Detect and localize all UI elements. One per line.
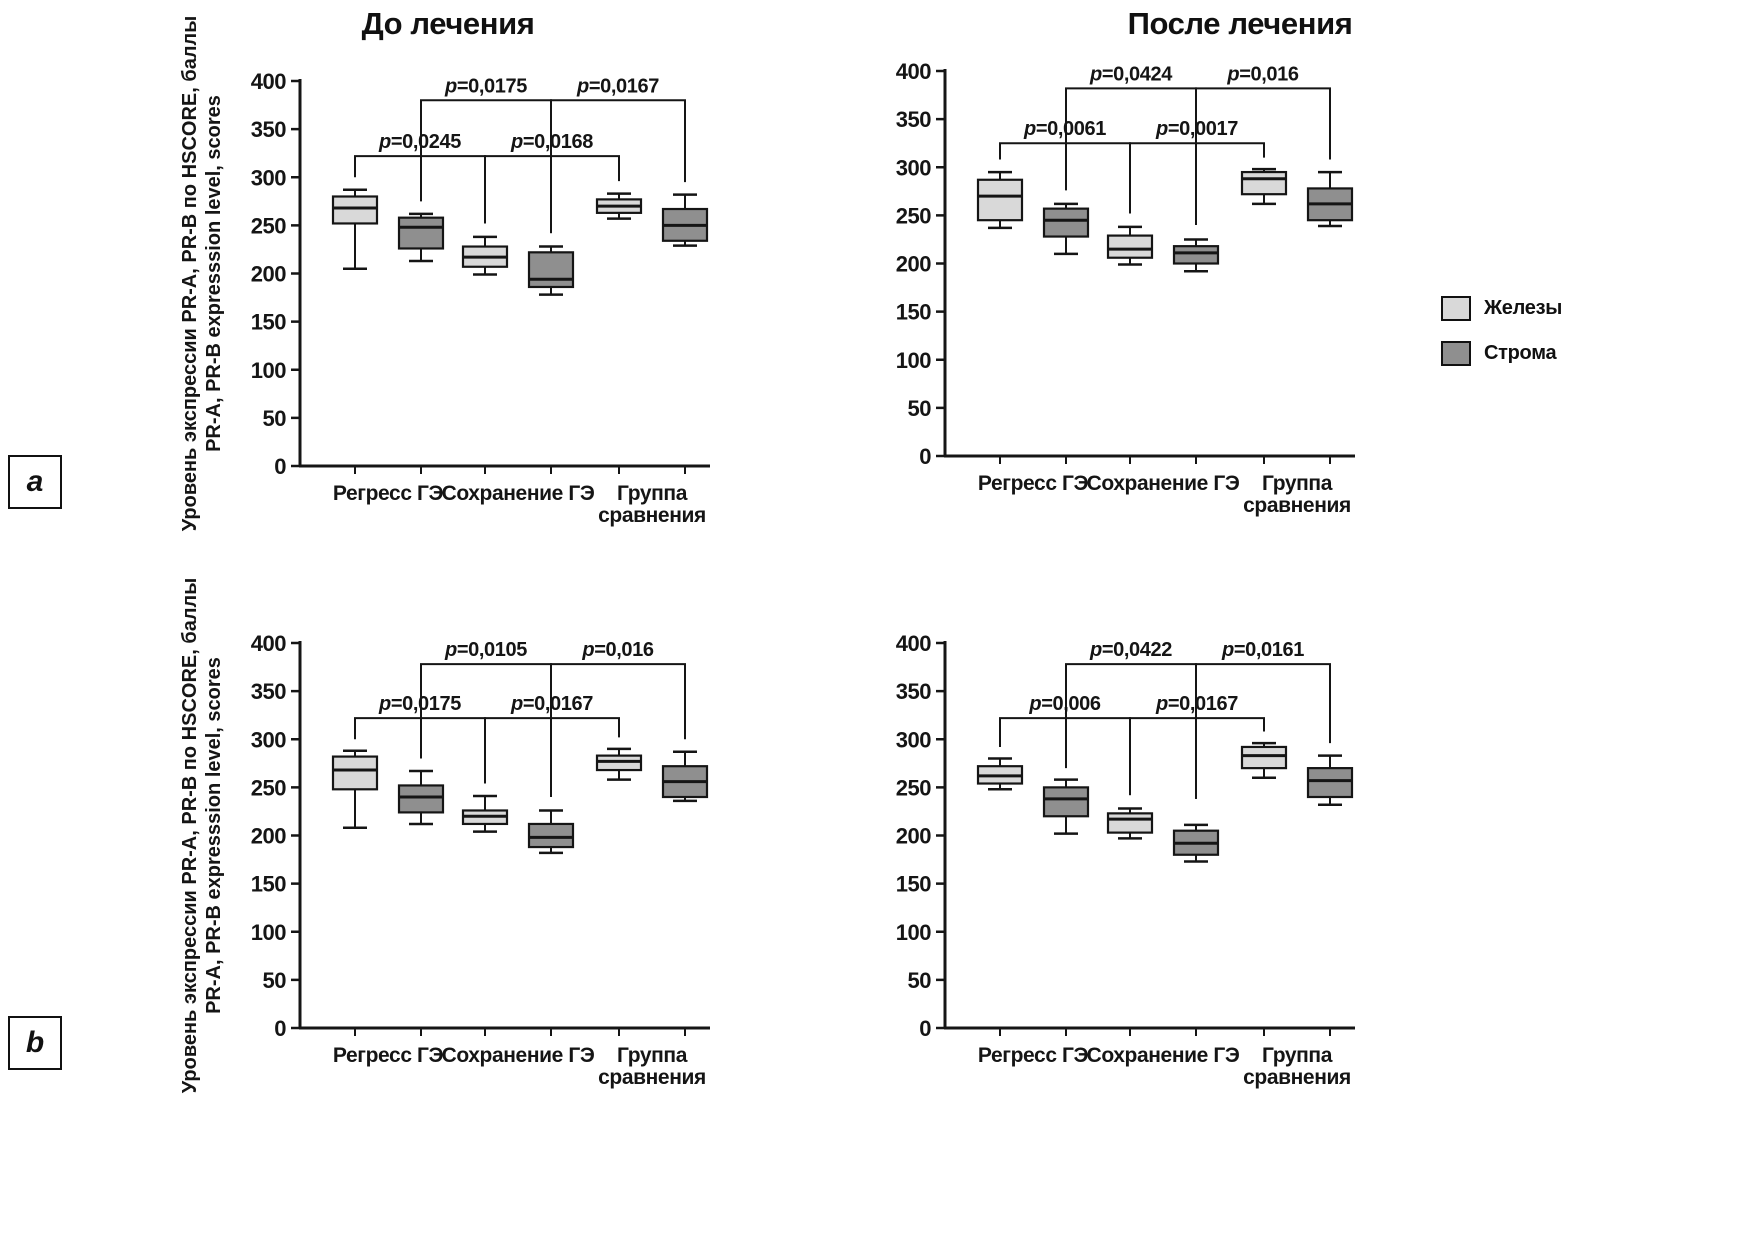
svg-text:p=0,0167: p=0,0167: [1155, 693, 1238, 715]
svg-text:250: 250: [251, 213, 286, 238]
svg-text:400: 400: [896, 631, 931, 656]
svg-text:p=0,0017: p=0,0017: [1155, 118, 1238, 140]
svg-text:p=0,016: p=0,016: [581, 639, 653, 661]
svg-text:400: 400: [251, 631, 286, 656]
svg-text:200: 200: [896, 252, 931, 277]
svg-text:Регресс ГЭ: Регресс ГЭ: [333, 1044, 444, 1067]
svg-text:p=0,0105: p=0,0105: [444, 639, 527, 661]
svg-text:Регресс ГЭ: Регресс ГЭ: [333, 482, 444, 505]
row-label-a: a: [8, 455, 62, 509]
panel-b-before: 0 50 100 150 200 250 300 350 400 Регресс ГЭ Сохран…: [170, 578, 730, 1143]
boxplot-a-after-treatment: 0 50 100 150 200 250 300 350 400 Регресс ГЭСохран…: [896, 59, 1355, 517]
boxplot-a-before-treatment: 0 50 100 150 200 250 300 350 400 Регресс ГЭСохран…: [179, 16, 710, 531]
svg-text:250: 250: [896, 203, 931, 228]
svg-text:p=0,016: p=0,016: [1226, 63, 1298, 85]
legend-item-stroma: Строма: [1441, 341, 1562, 366]
svg-text:100: 100: [251, 358, 286, 383]
svg-text:100: 100: [896, 348, 931, 373]
svg-text:Регресс ГЭ: Регресс ГЭ: [978, 1044, 1089, 1067]
svg-text:50: 50: [908, 968, 932, 993]
stroma-swatch: [1441, 341, 1471, 366]
svg-text:Сохранение ГЭ: Сохранение ГЭ: [442, 1044, 595, 1067]
svg-text:300: 300: [896, 155, 931, 180]
svg-text:150: 150: [896, 872, 931, 897]
svg-text:100: 100: [896, 920, 931, 945]
boxplot-b-after-treatment: 0 50 100 150 200 250 300 350 400 Регресс ГЭСохран…: [896, 631, 1355, 1089]
svg-text:300: 300: [251, 165, 286, 190]
svg-text:200: 200: [896, 824, 931, 849]
panel-a-before: 0 50 100 150 200 250 300 350 400 Регресс ГЭ Сохран…: [170, 16, 730, 581]
svg-text:p=0,0167: p=0,0167: [510, 693, 593, 715]
svg-text:0: 0: [919, 444, 931, 469]
svg-text:PR-A, PR-B expresssion level,: PR-A, PR-B expresssion level, scores: [203, 95, 225, 452]
svg-text:400: 400: [896, 59, 931, 84]
svg-text:p=0,0175: p=0,0175: [378, 693, 461, 715]
svg-text:Уровень экспрессии PR-A, PR-B: Уровень экспрессии PR-A, PR-B по HSCORE,…: [179, 578, 201, 1094]
svg-text:250: 250: [896, 775, 931, 800]
svg-text:250: 250: [251, 775, 286, 800]
legend-label-glands: Железы: [1484, 297, 1562, 319]
svg-text:p=0,0245: p=0,0245: [378, 131, 461, 153]
legend: Железы Строма: [1441, 296, 1562, 366]
svg-text:200: 200: [251, 824, 286, 849]
svg-text:0: 0: [274, 1016, 286, 1041]
svg-text:0: 0: [919, 1016, 931, 1041]
column-title-before-treatment: До лечения: [361, 6, 535, 41]
svg-text:200: 200: [251, 262, 286, 287]
svg-text:p=0,0422: p=0,0422: [1089, 639, 1172, 661]
svg-text:p=0,0424: p=0,0424: [1089, 63, 1173, 85]
svg-text:Сохранение ГЭ: Сохранение ГЭ: [1087, 1044, 1240, 1067]
column-title-after-treatment: После лечения: [1127, 6, 1353, 41]
svg-text:350: 350: [251, 117, 286, 142]
svg-text:0: 0: [274, 454, 286, 479]
svg-text:Сохранение ГЭ: Сохранение ГЭ: [1087, 472, 1240, 495]
svg-text:100: 100: [251, 920, 286, 945]
panel-a-after: 0 50 100 150 200 250 300 350 400 Регресс ГЭ Сохран…: [815, 26, 1375, 571]
svg-text:Уровень экспрессии PR-A, PR-B: Уровень экспрессии PR-A, PR-B по HSCORE,…: [179, 16, 201, 532]
svg-text:p=0,0168: p=0,0168: [510, 131, 593, 153]
svg-text:300: 300: [251, 727, 286, 752]
svg-text:150: 150: [251, 872, 286, 897]
svg-text:50: 50: [263, 406, 287, 431]
svg-text:Регресс ГЭ: Регресс ГЭ: [978, 472, 1089, 495]
glands-swatch: [1441, 296, 1471, 321]
svg-text:350: 350: [251, 679, 286, 704]
svg-text:300: 300: [896, 727, 931, 752]
svg-text:p=0,006: p=0,006: [1028, 693, 1100, 715]
panel-b-after: 0 50 100 150 200 250 300 350 400 Регресс ГЭ Сохран…: [815, 598, 1375, 1143]
svg-text:p=0,0161: p=0,0161: [1221, 639, 1304, 661]
svg-text:PR-A, PR-B expresssion level,: PR-A, PR-B expresssion level, scores: [203, 657, 225, 1014]
svg-text:350: 350: [896, 679, 931, 704]
row-label-b: b: [8, 1016, 62, 1070]
svg-text:50: 50: [263, 968, 287, 993]
legend-label-stroma: Строма: [1484, 342, 1557, 364]
svg-text:Сохранение ГЭ: Сохранение ГЭ: [442, 482, 595, 505]
boxplot-b-before-treatment: 0 50 100 150 200 250 300 350 400 Регресс ГЭСохран…: [179, 578, 710, 1093]
svg-text:350: 350: [896, 107, 931, 132]
legend-item-glands: Железы: [1441, 296, 1562, 321]
svg-text:150: 150: [251, 310, 286, 335]
svg-text:50: 50: [908, 396, 932, 421]
svg-text:400: 400: [251, 69, 286, 94]
svg-text:p=0,0175: p=0,0175: [444, 75, 527, 97]
svg-text:150: 150: [896, 300, 931, 325]
svg-text:p=0,0167: p=0,0167: [576, 75, 659, 97]
svg-text:p=0,0061: p=0,0061: [1023, 118, 1106, 140]
